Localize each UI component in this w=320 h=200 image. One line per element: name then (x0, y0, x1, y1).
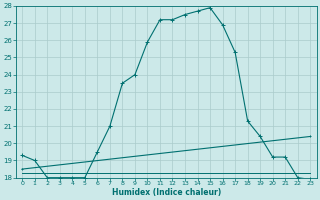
X-axis label: Humidex (Indice chaleur): Humidex (Indice chaleur) (112, 188, 221, 197)
